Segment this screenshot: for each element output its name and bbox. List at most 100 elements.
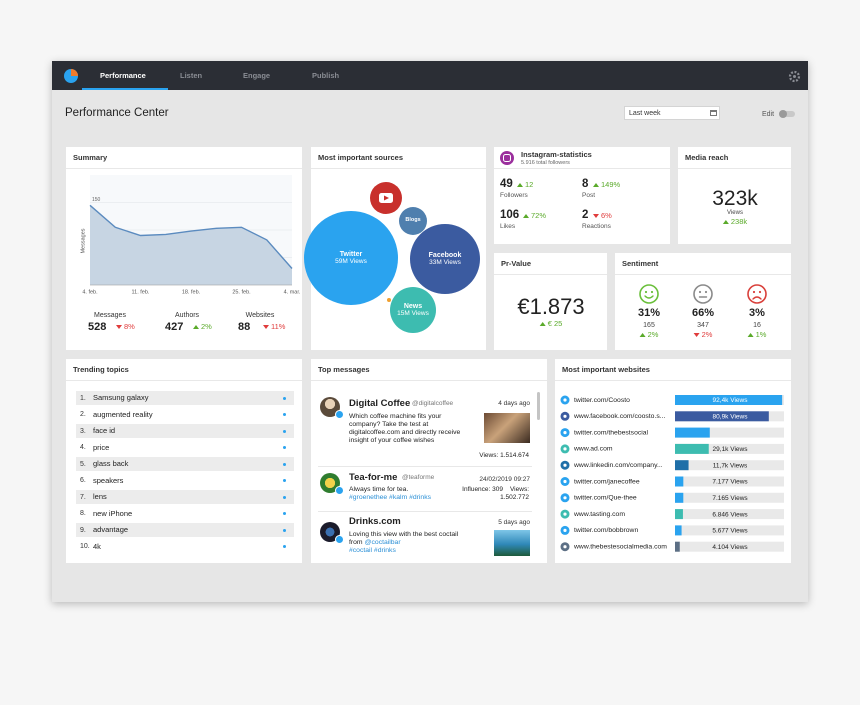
bar-value-label: 7.165 Views: [712, 495, 748, 502]
topic-row[interactable]: [76, 424, 294, 438]
youtube-bubble: [370, 182, 402, 214]
topic-row[interactable]: [76, 407, 294, 422]
bar-track: [675, 476, 784, 487]
date-picker[interactable]: [624, 106, 720, 120]
message-image: [484, 413, 530, 443]
source-views: 59M Views: [335, 258, 367, 266]
change-value: 2%: [647, 330, 659, 339]
topic-name: speakers: [93, 475, 124, 485]
card-title: Most important websites: [562, 365, 650, 375]
bar-track: [675, 443, 784, 454]
bar: [675, 427, 710, 438]
message-author: Tea-for-me: [349, 472, 398, 484]
source-bubble[interactable]: [304, 211, 398, 305]
arrow-down: [263, 324, 269, 329]
twitter-badge: [335, 535, 344, 544]
line-chart: 050100150Messages4. feb.11. feb.18. feb.…: [80, 175, 301, 295]
settings-icon: [788, 70, 801, 83]
message-mention[interactable]: @coctailbar: [364, 539, 401, 546]
topic-row[interactable]: [76, 523, 294, 537]
site-icon-glyph: [563, 512, 567, 516]
source-name: Blogs: [405, 217, 421, 224]
pr-value: €1.873: [517, 294, 585, 319]
topic-row[interactable]: [76, 490, 294, 504]
active-tab-underline: [82, 88, 168, 90]
nav-tab[interactable]: Performance: [100, 71, 146, 81]
change-indicator: 238k: [722, 218, 747, 226]
change-indicator: € 25: [539, 320, 562, 328]
arrow-down: [116, 324, 122, 329]
x-tick-label: 11. feb.: [132, 289, 150, 295]
topic-row[interactable]: [76, 539, 294, 554]
sentiment-face: [693, 284, 713, 304]
site-icon-glyph: [563, 398, 567, 402]
message-text: Loving this view with the best coctail f…: [349, 531, 459, 546]
site-icon-glyph: [563, 545, 567, 549]
arrow-up: [593, 182, 599, 187]
face-eye: [704, 290, 708, 294]
card-title: Sentiment: [622, 259, 659, 269]
topic-rank: 10.: [80, 543, 90, 550]
source-views: 15M Views: [397, 310, 429, 318]
change-value: 11%: [271, 322, 286, 331]
topic-dot: [283, 446, 286, 449]
topic-dot: [283, 512, 286, 515]
stat-value: 88: [238, 320, 251, 333]
stat-label: Messages: [94, 311, 126, 319]
topic-rank: 5.: [80, 460, 86, 468]
bar-track: [675, 492, 784, 503]
source-bubble[interactable]: [399, 207, 427, 235]
face-outline: [639, 284, 659, 304]
edit-label: Edit: [762, 110, 775, 118]
bar: [675, 443, 709, 454]
source-bubble[interactable]: [390, 287, 436, 333]
topic-name: face id: [93, 426, 116, 436]
face-mouth: [644, 295, 654, 299]
nav-tab[interactable]: Engage: [243, 71, 271, 81]
card-title: Summary: [73, 153, 108, 163]
bar: [675, 411, 769, 422]
nav-tab[interactable]: Publish: [312, 71, 340, 81]
topic-row[interactable]: [76, 506, 294, 521]
topic-name: augmented reality: [93, 409, 153, 419]
topic-rank: 7.: [80, 493, 86, 501]
topic-dot: [283, 479, 286, 482]
stat-value: 49: [500, 178, 513, 191]
topic-name: glass back: [93, 459, 129, 469]
card-divider: [311, 380, 547, 381]
navbar: [52, 61, 808, 90]
message-views: Views: 1.514.674: [479, 451, 529, 459]
bar-track: [675, 525, 784, 536]
site-name: twitter.com/thebestsocial: [574, 429, 649, 436]
edit-toggle[interactable]: [779, 111, 795, 117]
topic-dot: [283, 429, 286, 433]
site-icon-glyph: [563, 496, 567, 500]
card-divider: [494, 274, 607, 275]
twitter-badge: [335, 486, 344, 495]
topic-dot: [283, 545, 286, 548]
face-outline: [693, 284, 713, 304]
instagram-card: [494, 147, 670, 244]
site-icon-glyph: [563, 431, 567, 435]
source-bubble[interactable]: [410, 224, 480, 294]
arrow-down: [693, 332, 700, 337]
topic-dot: [283, 495, 286, 499]
nav-tab[interactable]: Listen: [180, 71, 203, 81]
bar-track: [675, 509, 784, 520]
change-indicator: 1%: [747, 331, 766, 339]
topic-row[interactable]: [76, 440, 294, 455]
topic-row[interactable]: [76, 457, 294, 471]
source-views: 33M Views: [429, 259, 461, 267]
message-tags: #groenethee #kalm #drinks: [349, 493, 431, 501]
stat-label: Followers: [500, 191, 528, 199]
message-time: 24/02/2019 09:27: [479, 475, 530, 483]
change-indicator: 11%: [263, 323, 285, 331]
topic-row[interactable]: [76, 391, 294, 405]
stat-label: Websites: [245, 311, 275, 319]
topic-dot: [283, 528, 286, 532]
change-indicator: 2%: [193, 323, 212, 331]
topic-name: 4k: [93, 541, 101, 551]
change-indicator: 8%: [116, 323, 135, 331]
card-title: Media reach: [685, 153, 729, 163]
topic-row[interactable]: [76, 473, 294, 488]
